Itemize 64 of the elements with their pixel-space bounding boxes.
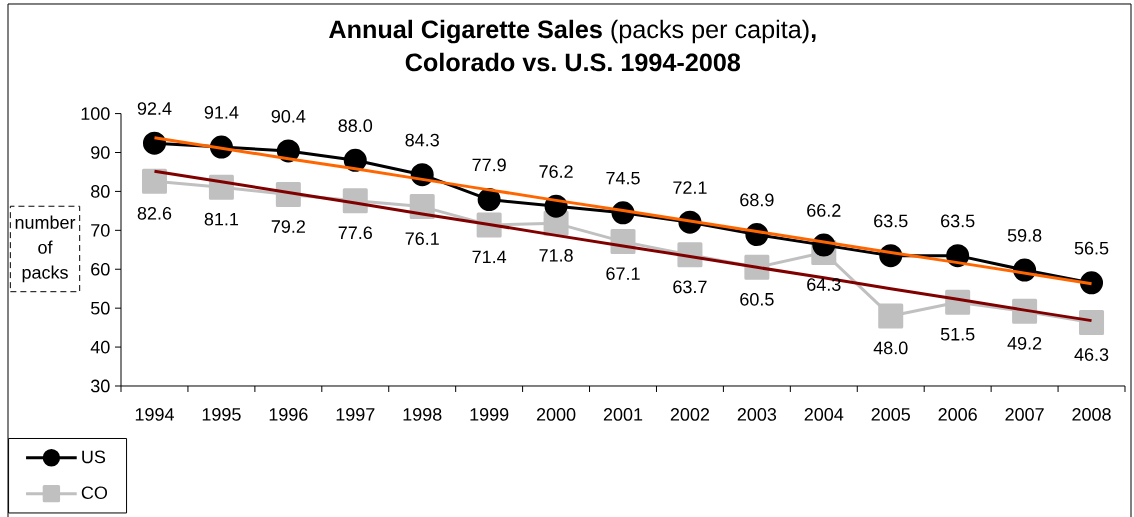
data-label: 76.2 [539, 165, 573, 178]
x-tick-label: 1998 [403, 408, 442, 421]
data-label: 46.3 [1074, 348, 1109, 361]
point [477, 188, 501, 212]
data-label: 79.2 [271, 220, 305, 233]
chart-title: Annual Cigarette Sales (packs per capita), Colorado vs. U.S. 1994-2008 [329, 19, 816, 72]
point [343, 148, 367, 172]
data-label: 63.5 [941, 214, 975, 228]
y-tick-label: 90 [91, 146, 110, 159]
y-tick-label: 50 [90, 301, 110, 315]
x-tick-label: 1995 [202, 408, 241, 421]
data-label: 84.3 [405, 133, 439, 147]
x-tick-label: 2005 [871, 408, 910, 421]
x-tick-label: 2000 [536, 408, 576, 421]
data-label: 49.2 [1007, 336, 1042, 350]
data-label: 63.5 [874, 214, 908, 228]
data-label: 71.8 [539, 248, 573, 262]
legend-label: CO [81, 486, 108, 500]
y-tick-label: 70 [91, 223, 110, 237]
data-label: 72.1 [673, 181, 707, 194]
point [1080, 271, 1104, 295]
x-tick-label: 1999 [470, 408, 509, 421]
data-label: 76.1 [405, 232, 439, 245]
x-tick-label: 2007 [1005, 408, 1044, 421]
data-label: 91.4 [204, 106, 239, 119]
x-tick-label: 1994 [135, 408, 174, 421]
data-label: 51.5 [940, 328, 975, 341]
point [142, 131, 166, 155]
data-label: 59.8 [1007, 228, 1042, 242]
y-tick-label: 40 [90, 340, 110, 354]
data-label: 60.5 [740, 292, 774, 306]
data-label: 48.0 [873, 341, 908, 355]
y-axis-title: number of packs [15, 215, 76, 283]
data-label: 74.5 [606, 171, 640, 185]
data-label: 67.1 [606, 267, 640, 280]
x-tick-label: 2004 [804, 408, 844, 421]
data-label: 77.9 [472, 158, 506, 172]
data-label: 63.7 [673, 280, 707, 294]
data-label: 56.5 [1074, 241, 1109, 255]
y-tick-label: 30 [90, 379, 110, 393]
x-tick-label: 2003 [737, 408, 777, 421]
legend-label: US [82, 450, 106, 464]
x-tick-label: 2006 [938, 408, 977, 421]
point [878, 303, 904, 329]
data-label: 82.6 [137, 206, 172, 220]
x-tick-label: 2001 [603, 408, 643, 421]
point [141, 168, 167, 194]
data-label: 90.4 [271, 109, 306, 123]
y-tick-label: 80 [91, 185, 110, 198]
data-label: 88.0 [338, 119, 373, 132]
x-tick-label: 2002 [670, 408, 710, 421]
point [1079, 310, 1105, 336]
x-tick-label: 1996 [269, 408, 308, 421]
data-label: 81.1 [204, 212, 239, 226]
data-label: 66.2 [807, 204, 841, 217]
x-tick-label: 1997 [336, 408, 375, 421]
data-label: 64.3 [807, 278, 841, 291]
data-label: 92.4 [137, 102, 172, 115]
y-tick-label: 60 [91, 262, 110, 276]
data-label: 77.6 [338, 226, 372, 240]
data-label: 71.4 [472, 250, 507, 264]
data-label: 68.9 [740, 193, 774, 207]
y-tick-label: 100 [81, 107, 110, 120]
x-tick-label: 2008 [1072, 408, 1111, 421]
